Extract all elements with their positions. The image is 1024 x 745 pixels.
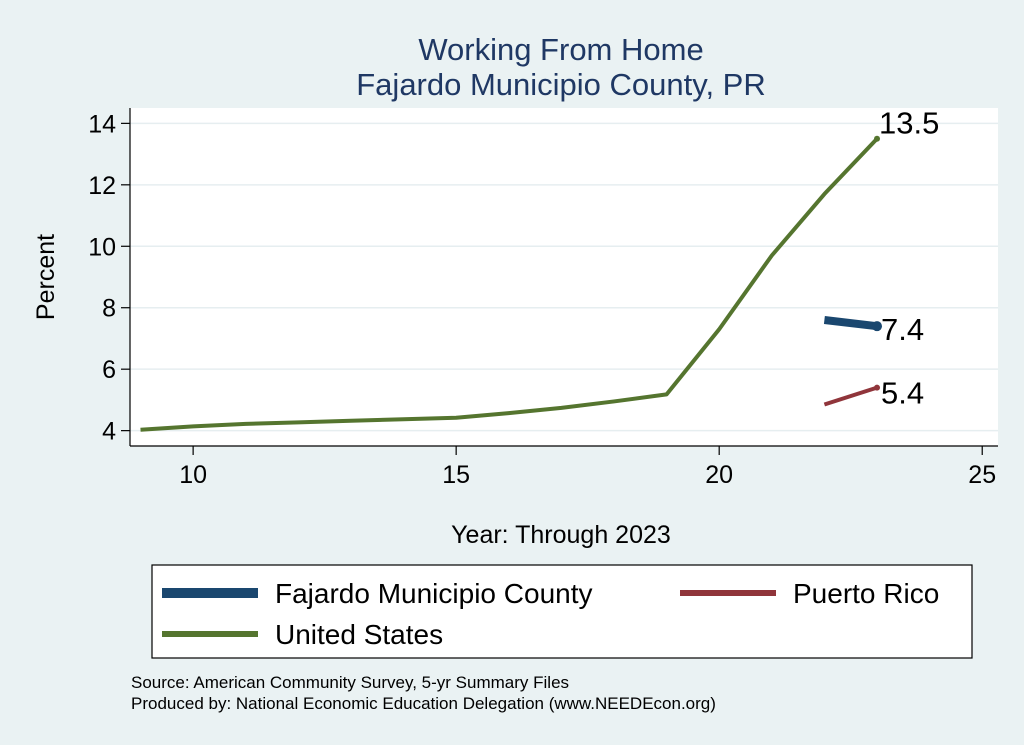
x-tick-label: 15	[442, 461, 470, 489]
legend: Fajardo Municipio County Puerto Rico Unite…	[162, 578, 939, 650]
chart-title-line-2: Fajardo Municipio County, PR	[356, 67, 766, 102]
legend-label-0: Fajardo Municipio County	[275, 578, 593, 609]
x-axis-ticks: 10 15 20 25	[179, 446, 996, 489]
series-end-label-0: 7.4	[881, 312, 924, 347]
series-line-2	[140, 137, 879, 432]
y-tick-label: 10	[88, 233, 116, 261]
y-tick-label: 12	[88, 172, 116, 200]
series-end-point-1	[874, 384, 881, 391]
series-end-point-2	[874, 135, 881, 142]
y-tick-label: 4	[102, 418, 116, 446]
y-axis-title: Percent	[32, 234, 60, 320]
series-end-point-0	[872, 321, 883, 332]
y-tick-label: 6	[102, 356, 116, 384]
value-labels: 7.4 5.4 13.5	[879, 106, 939, 411]
series-line-1	[823, 385, 878, 407]
legend-box	[151, 564, 973, 659]
series-lines	[140, 135, 883, 432]
y-axis-ticks: 4 6 8 10 12 14	[88, 110, 130, 446]
x-tick-label: 10	[179, 461, 207, 489]
legend-label-2: United States	[275, 619, 443, 650]
plot-area	[130, 108, 998, 446]
source-note-line-2: Produced by: National Economic Education…	[131, 694, 716, 713]
y-tick-label: 14	[88, 110, 116, 138]
chart-title-line-1: Working From Home	[418, 32, 703, 67]
x-tick-label: 25	[968, 461, 996, 489]
series-end-label-1: 5.4	[881, 376, 924, 411]
x-axis-title: Year: Through 2023	[451, 521, 671, 549]
legend-label-1: Puerto Rico	[793, 578, 939, 609]
series-line-0	[823, 316, 878, 331]
series-end-label-2: 13.5	[879, 106, 939, 141]
source-note-line-1: Source: American Community Survey, 5-yr …	[131, 673, 569, 692]
gridlines	[130, 122, 998, 432]
x-tick-label: 20	[705, 461, 733, 489]
y-tick-label: 8	[102, 295, 116, 323]
